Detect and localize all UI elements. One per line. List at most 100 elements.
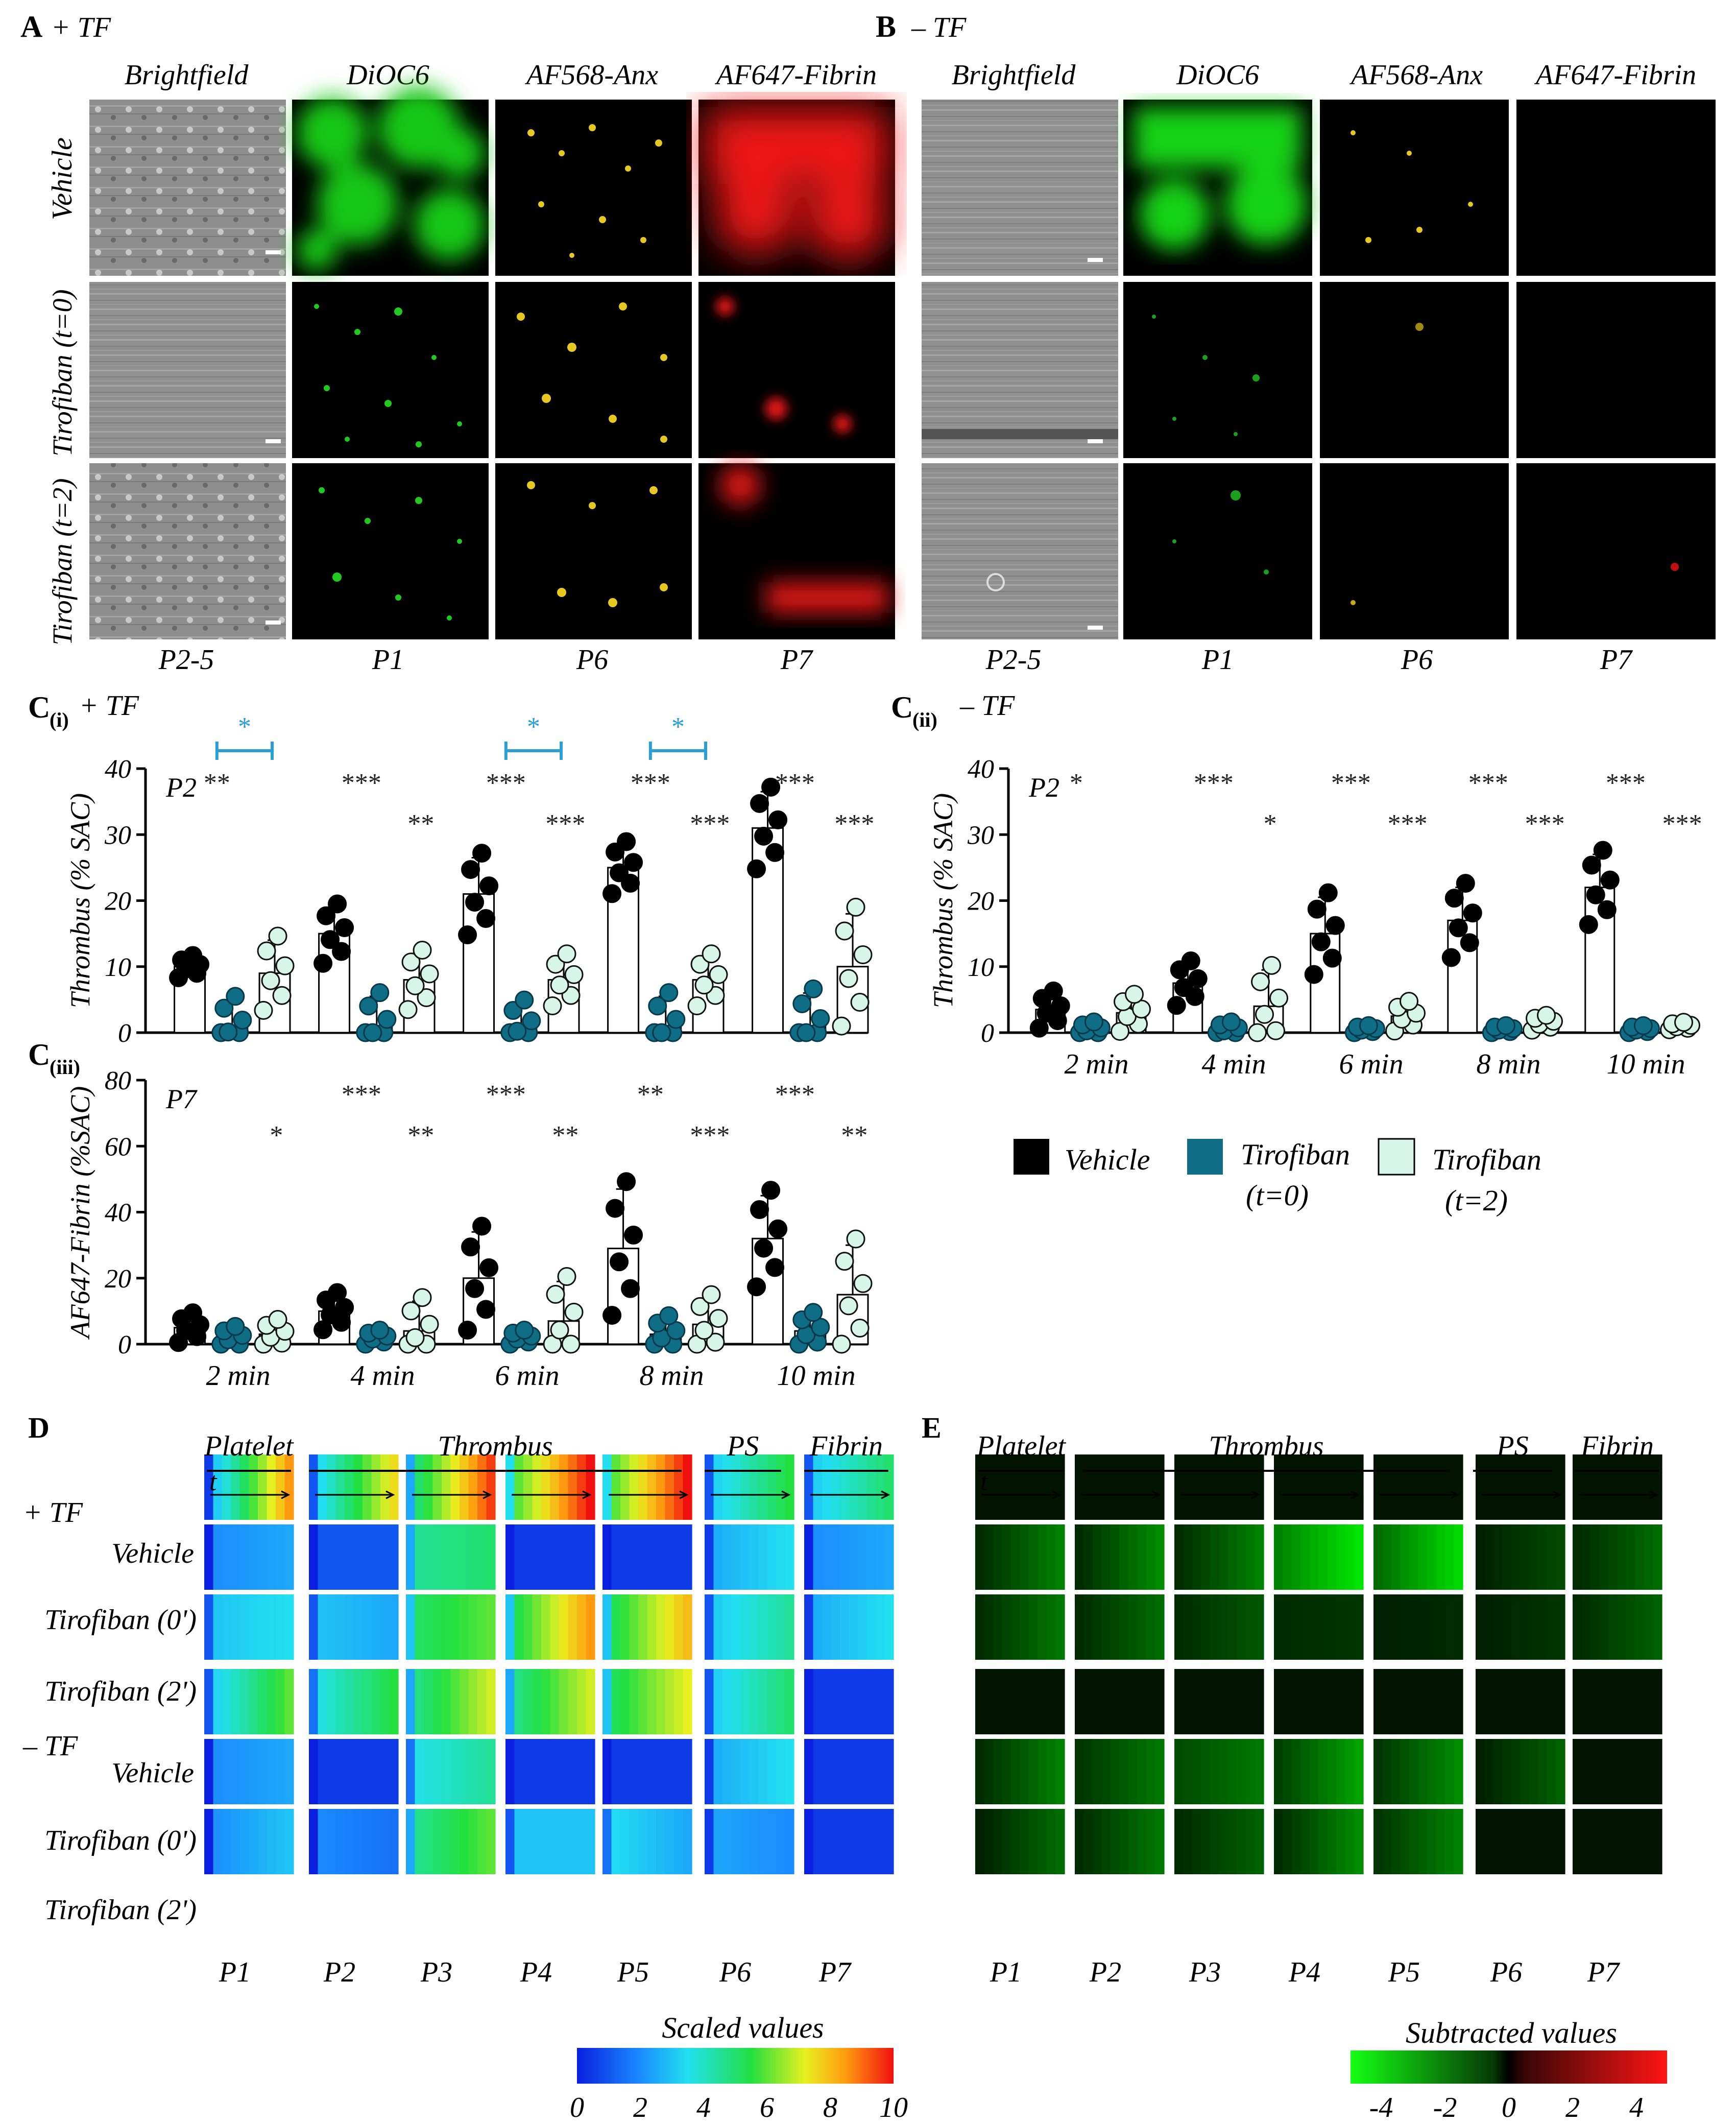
heatmap-row-label: Tirofiban (0') xyxy=(44,1604,197,1636)
data-point xyxy=(1174,978,1193,997)
heatmap-cell xyxy=(1228,1594,1238,1660)
significance-vs-t0: ** xyxy=(637,1080,664,1109)
panel-b-condition: – TF xyxy=(911,12,967,43)
heatmap-cell xyxy=(1075,1524,1084,1590)
heatmap-cell xyxy=(1556,1739,1565,1804)
heatmap-cell xyxy=(1354,1669,1364,1734)
micrograph-a-dioc6-vehicle xyxy=(292,87,489,276)
heatmap-cell xyxy=(1083,1669,1093,1734)
significance-vs-t2: ** xyxy=(552,1121,578,1150)
heatmap-cell xyxy=(1318,1739,1328,1804)
heatmap-cell xyxy=(1418,1739,1428,1804)
heatmap-cell xyxy=(1011,1669,1021,1734)
heatmap-cell xyxy=(505,1454,515,1520)
heatmap-cell xyxy=(1454,1524,1463,1590)
heatmap-cell xyxy=(804,1739,814,1804)
data-point xyxy=(1307,899,1327,919)
panel-label: C xyxy=(28,690,50,724)
heatmap-cell xyxy=(541,1454,551,1520)
heatmap-cell xyxy=(1083,1524,1093,1590)
heatmap-cell xyxy=(1391,1524,1401,1590)
panel-d-colorbar-gradient xyxy=(577,2048,894,2084)
heatmap-cell xyxy=(620,1739,630,1804)
heatmap-param-label: P3 xyxy=(1189,1956,1221,1988)
heatmap-cell xyxy=(1183,1524,1193,1590)
data-point xyxy=(377,1010,397,1029)
heatmap-row-label: Tirofiban (2') xyxy=(44,1894,197,1926)
heatmap-row-label: Tirofiban (0') xyxy=(44,1825,197,1856)
heatmap-group-label: Fibrin xyxy=(1580,1430,1654,1462)
heatmap-cell xyxy=(1418,1809,1428,1874)
heatmap-cell xyxy=(1547,1739,1557,1804)
heatmap-cell xyxy=(993,1454,1003,1520)
time-arrow-head xyxy=(483,1490,492,1499)
heatmap-cell xyxy=(813,1454,823,1520)
heatmap-cell xyxy=(1174,1669,1184,1734)
heatmap-cell xyxy=(309,1454,319,1520)
time-arrow-head xyxy=(679,1490,689,1499)
heatmap-cell xyxy=(231,1454,240,1520)
heatmap-cell xyxy=(1373,1454,1383,1520)
chart-legend: Vehicle Tirofiban (t=0) Tirofiban (t=2) xyxy=(1014,1138,1541,1217)
heatmap-cell xyxy=(380,1524,390,1590)
heatmap-cell xyxy=(804,1669,814,1734)
heatmap-cell xyxy=(442,1454,451,1520)
heatmap-cell xyxy=(674,1669,684,1734)
heatmap-cell xyxy=(1599,1594,1609,1660)
data-point xyxy=(314,953,333,973)
heatmap-cell xyxy=(1436,1669,1445,1734)
heatmap-cell xyxy=(1502,1454,1512,1520)
heatmap-cell xyxy=(568,1809,577,1874)
heatmap-cell xyxy=(1511,1809,1521,1874)
heatmap-cell xyxy=(267,1454,276,1520)
heatmap-cell xyxy=(1599,1454,1609,1520)
heatmap-cell xyxy=(1029,1669,1039,1734)
data-point xyxy=(747,1277,766,1297)
heatmap-cell xyxy=(1538,1454,1548,1520)
heatmap-cell xyxy=(1445,1454,1455,1520)
heatmap-cell xyxy=(468,1594,478,1660)
heatmap-cell xyxy=(1011,1594,1021,1660)
heatmap-cell xyxy=(1382,1454,1392,1520)
heatmap-cell xyxy=(1174,1524,1184,1590)
heatmap-cell xyxy=(731,1594,741,1660)
heatmap-cell xyxy=(222,1454,232,1520)
heatmap-cell xyxy=(1210,1739,1220,1804)
y-axis-label: Thrombus (% SAC) xyxy=(65,793,95,1008)
heatmap-cell xyxy=(1318,1524,1328,1590)
heatmap-cell xyxy=(486,1669,496,1734)
data-point xyxy=(624,1225,643,1245)
heatmap-cell xyxy=(468,1524,478,1590)
heatmap-cell xyxy=(767,1669,777,1734)
heatmap-cell xyxy=(1547,1524,1557,1590)
heatmap-cell xyxy=(1011,1809,1021,1874)
heatmap-cell xyxy=(1137,1809,1147,1874)
heatmap-cell xyxy=(785,1739,794,1804)
heatmap-cell xyxy=(1373,1594,1383,1660)
panel-b-param-p2-5: P2-5 xyxy=(985,644,1042,676)
data-point xyxy=(846,897,865,917)
heatmap-cell xyxy=(674,1524,684,1590)
heatmap-cell xyxy=(577,1524,587,1590)
heatmap-cell xyxy=(204,1594,214,1660)
heatmap-cell xyxy=(840,1669,850,1734)
legend-label-tirofiban-t0: Tirofiban xyxy=(1241,1138,1350,1171)
heatmap-cell xyxy=(602,1524,612,1590)
heatmap-cell xyxy=(240,1809,250,1874)
heatmap-param-label: P6 xyxy=(1490,1956,1522,1988)
heatmap-cell xyxy=(559,1454,569,1520)
heatmap-cell xyxy=(345,1739,354,1804)
heatmap-cell xyxy=(1476,1809,1485,1874)
heatmap-cell xyxy=(1192,1594,1202,1660)
heatmap-cell xyxy=(813,1669,823,1734)
heatmap-cell xyxy=(647,1669,657,1734)
heatmap-cell xyxy=(1310,1669,1319,1734)
heatmap-cell xyxy=(1192,1454,1202,1520)
heatmap-cell xyxy=(1599,1524,1609,1590)
heatmap-cell xyxy=(1409,1524,1419,1590)
heatmap-cell xyxy=(532,1454,542,1520)
heatmap-cell xyxy=(884,1809,894,1874)
heatmap-cell xyxy=(1556,1809,1565,1874)
heatmap-cell xyxy=(1617,1809,1627,1874)
heatmap-cell xyxy=(586,1524,595,1590)
